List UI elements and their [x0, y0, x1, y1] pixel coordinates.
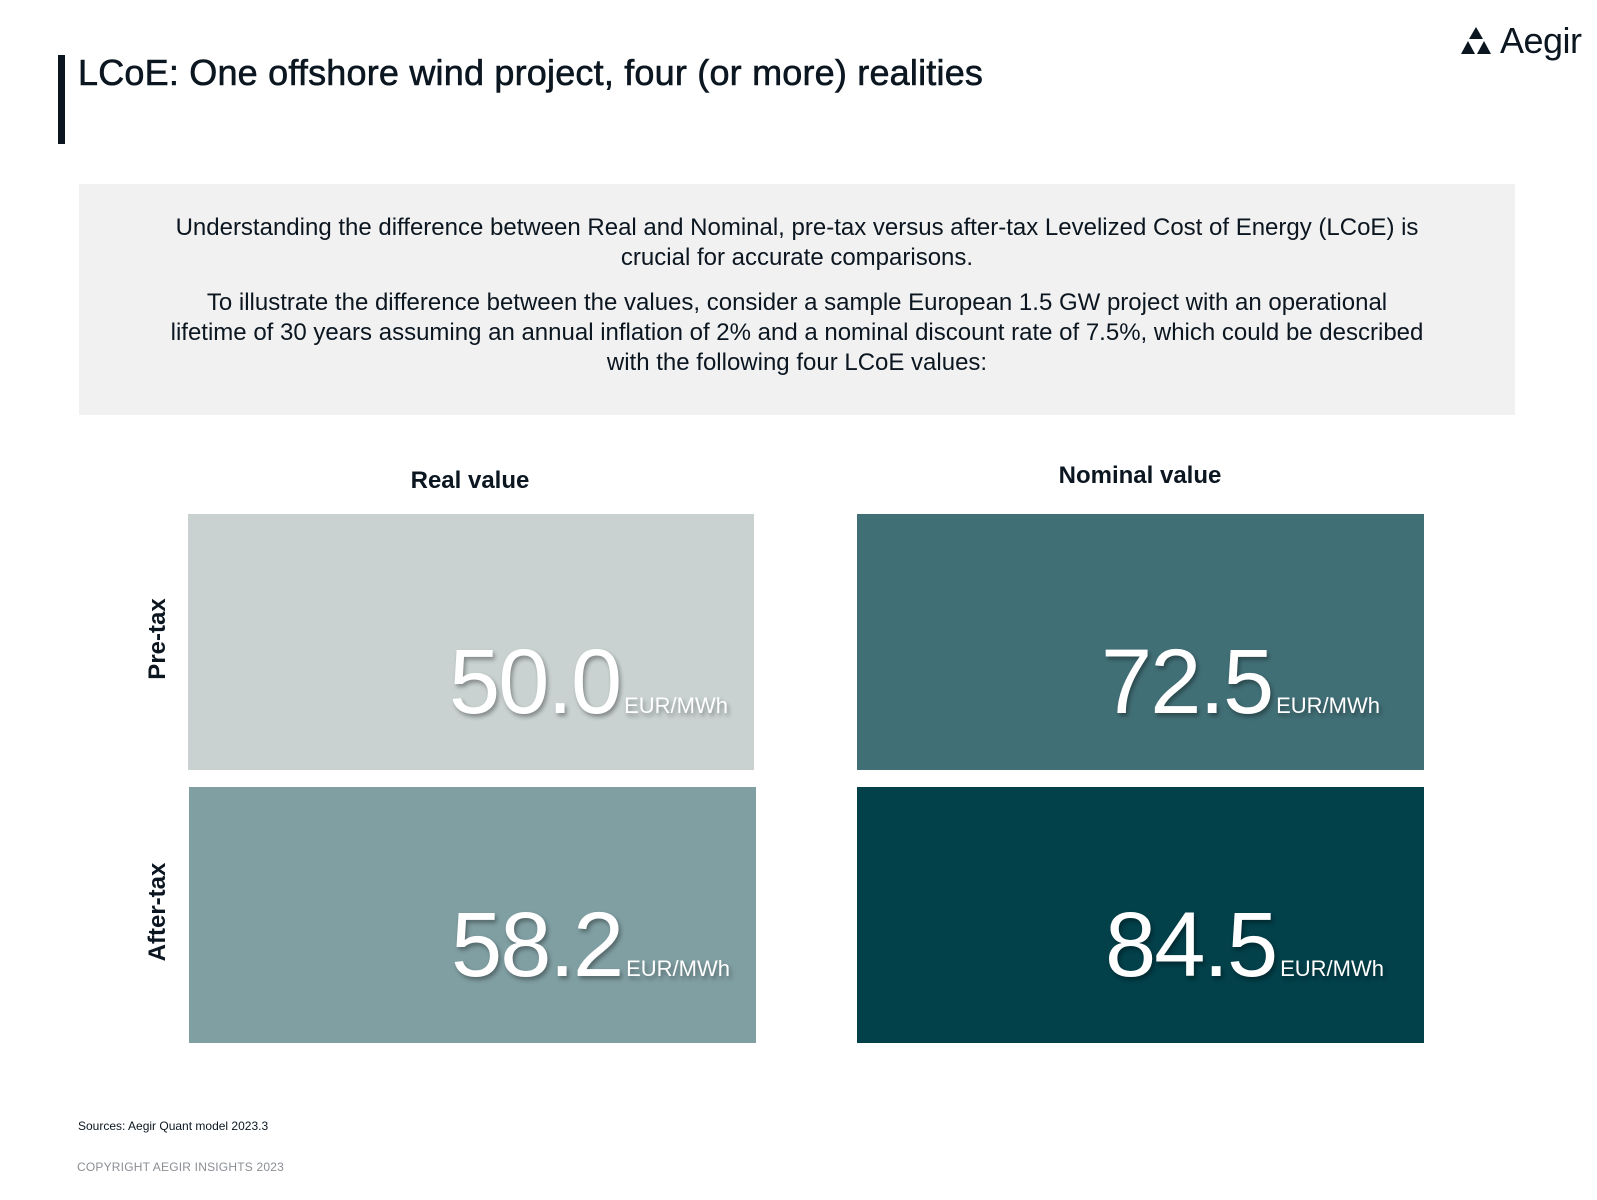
- row-header-pretax: Pre-tax: [144, 598, 171, 680]
- lcoe-cell-nominal-aftertax: 84.5 EUR/MWh: [857, 787, 1424, 1043]
- lcoe-value-real-pretax: 50.0 EUR/MWh: [449, 636, 728, 728]
- page-title: LCoE: One offshore wind project, four (o…: [78, 52, 984, 94]
- lcoe-unit: EUR/MWh: [626, 956, 730, 981]
- lcoe-value-nominal-pretax: 72.5 EUR/MWh: [1101, 636, 1380, 728]
- intro-paragraph-1: Understanding the difference between Rea…: [175, 214, 1419, 271]
- lcoe-number: 72.5: [1101, 631, 1274, 733]
- lcoe-unit: EUR/MWh: [1280, 956, 1384, 981]
- intro-paragraph-2: To illustrate the difference between the…: [170, 289, 1424, 376]
- title-accent-bar: [58, 55, 65, 144]
- lcoe-unit: EUR/MWh: [1276, 693, 1380, 718]
- lcoe-unit: EUR/MWh: [624, 693, 728, 718]
- lcoe-number: 58.2: [451, 894, 624, 996]
- logo-text: Aegir: [1500, 20, 1582, 61]
- intro-box: Understanding the difference between Rea…: [79, 184, 1515, 415]
- lcoe-number: 50.0: [449, 631, 622, 733]
- lcoe-number: 84.5: [1105, 894, 1278, 996]
- copyright-note: COPYRIGHT AEGIR INSIGHTS 2023: [77, 1160, 284, 1174]
- lcoe-cell-nominal-pretax: 72.5 EUR/MWh: [857, 514, 1424, 770]
- sources-note: Sources: Aegir Quant model 2023.3: [78, 1119, 269, 1133]
- brand-logo: Aegir: [1460, 20, 1582, 62]
- column-header-nominal: Nominal value: [1058, 462, 1222, 489]
- lcoe-value-nominal-aftertax: 84.5 EUR/MWh: [1105, 899, 1384, 991]
- lcoe-cell-real-aftertax: 58.2 EUR/MWh: [189, 787, 756, 1043]
- lcoe-value-real-aftertax: 58.2 EUR/MWh: [451, 899, 730, 991]
- lcoe-cell-real-pretax: 50.0 EUR/MWh: [188, 514, 754, 770]
- column-header-real: Real value: [410, 467, 530, 494]
- row-header-aftertax: After-tax: [144, 862, 171, 962]
- aegir-triangles-icon: [1461, 27, 1491, 54]
